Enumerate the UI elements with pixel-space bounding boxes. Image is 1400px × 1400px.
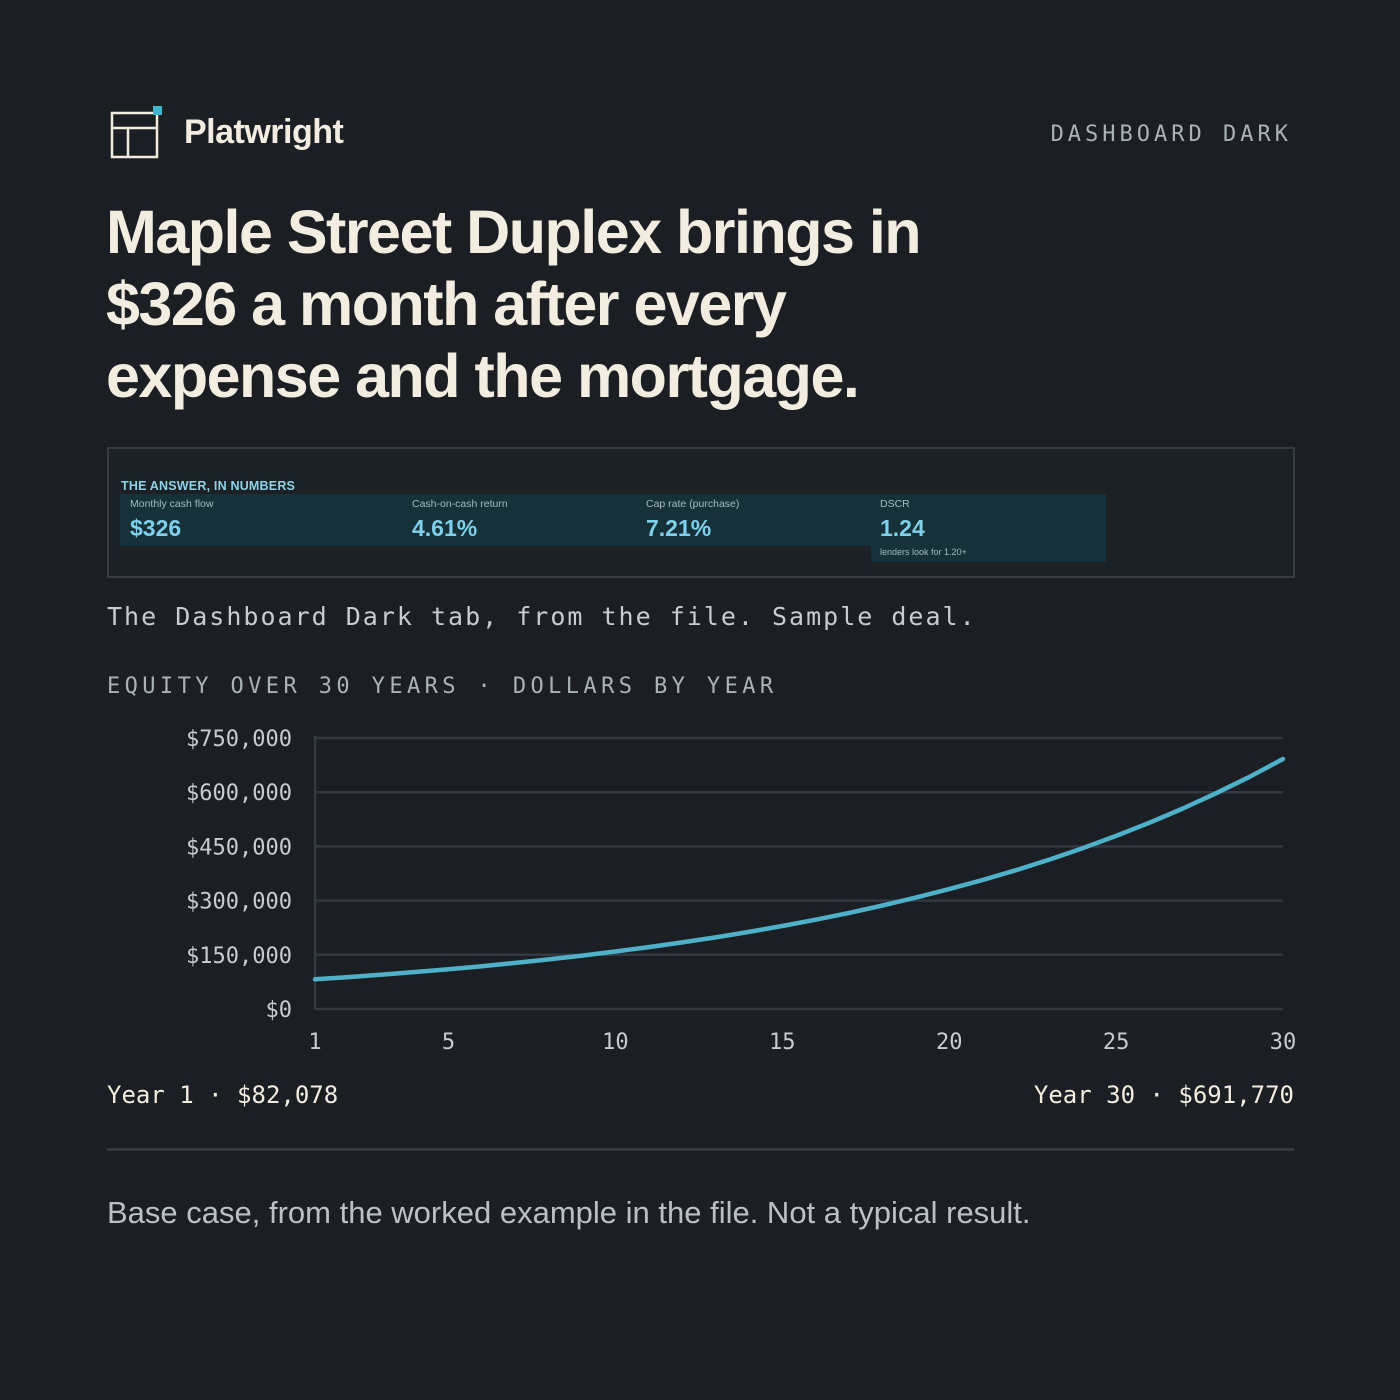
y-tick-label: $600,000 (186, 781, 292, 806)
metric-value: 1.24 (880, 515, 925, 541)
end-value-label: Year 30 · $691,770 (1033, 1081, 1294, 1109)
x-tick-label: 15 (769, 1030, 796, 1055)
footnote: Base case, from the worked example in th… (107, 1195, 1031, 1230)
metric-label: Cash-on-cash return (412, 498, 508, 510)
brand-name: Platwright (184, 113, 344, 151)
x-tick-label: 1 (308, 1030, 321, 1055)
tab-label: DASHBOARD DARK (1050, 122, 1292, 147)
x-tick-label: 25 (1103, 1030, 1130, 1055)
platwright-logo-icon (108, 104, 164, 160)
metric-dscr: DSCR 1.24 lenders look for 1.20+ (880, 494, 967, 557)
start-value-label: Year 1 · $82,078 (107, 1081, 339, 1109)
dashboard-panel-title: THE ANSWER, IN NUMBERS (121, 479, 296, 493)
metric-label: Cap rate (purchase) (646, 498, 740, 510)
panel-caption: The Dashboard Dark tab, from the file. S… (107, 602, 977, 631)
y-tick-label: $750,000 (186, 727, 292, 752)
metric-band (120, 494, 1106, 546)
brand: Platwright (108, 104, 344, 160)
x-tick-label: 30 (1270, 1030, 1297, 1055)
x-tick-label: 5 (442, 1030, 455, 1055)
equity-series-line (312, 756, 1286, 982)
metric-cap-rate: Cap rate (purchase) 7.21% (646, 494, 739, 542)
divider (107, 1148, 1294, 1151)
metric-label: Monthly cash flow (130, 498, 214, 510)
metric-label: DSCR (880, 498, 910, 510)
metric-note: lenders look for 1.20+ (880, 547, 967, 557)
equity-line-chart: $0 $150,000 $300,000 $450,000 $600,000 $750,0… (186, 727, 1297, 1055)
metric-value: 7.21% (646, 515, 712, 541)
metric-monthly-cash-flow: Monthly cash flow $326 (130, 494, 213, 542)
y-tick-label: $450,000 (186, 835, 292, 860)
x-tick-label: 20 (936, 1030, 963, 1055)
metric-cash-on-cash: Cash-on-cash return 4.61% (412, 494, 508, 542)
metric-band-extension (871, 546, 1106, 562)
y-tick-label: $300,000 (186, 890, 292, 915)
chart-title: EQUITY OVER 30 YEARS · DOLLARS BY YEAR (107, 674, 778, 699)
metric-value: $326 (130, 515, 182, 541)
dashboard-panel: THE ANSWER, IN NUMBERS Monthly cash flow… (107, 447, 1295, 578)
x-tick-label: 10 (602, 1030, 629, 1055)
y-tick-label: $0 (266, 998, 293, 1023)
metric-value: 4.61% (412, 515, 478, 541)
y-tick-label: $150,000 (186, 944, 292, 969)
headline: Maple Street Duplex brings in $326 a mon… (106, 198, 922, 410)
